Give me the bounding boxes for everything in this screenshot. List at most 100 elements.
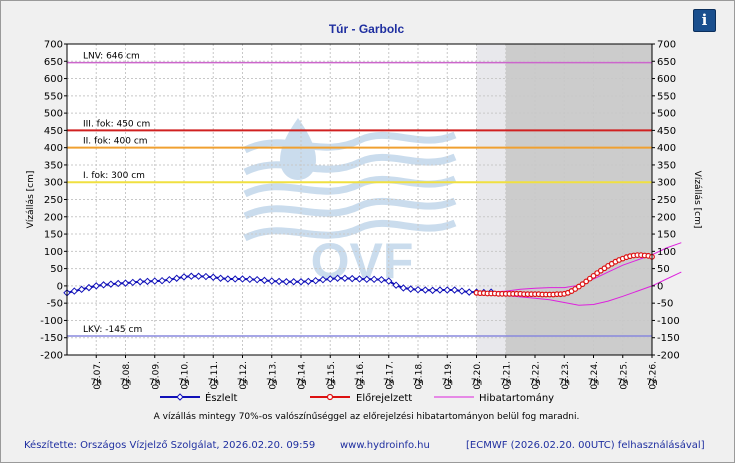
- y-tick-label-left: -200: [40, 351, 63, 362]
- y-tick-label-right: 600: [657, 74, 676, 85]
- y-tick-label-right: 200: [657, 212, 676, 223]
- observed-point: [392, 281, 400, 289]
- observed-point: [399, 284, 408, 292]
- observed-point: [443, 286, 451, 294]
- observed-point: [172, 274, 181, 282]
- x-tick-label: 02.10.: [181, 361, 191, 390]
- observed-point: [304, 277, 313, 286]
- y-tick-label-right: 500: [657, 109, 676, 120]
- observed-point: [92, 282, 100, 290]
- footer-model: [ECMWF (2026.02.20. 00UTC) felhasználásá…: [466, 440, 705, 451]
- y-tick-label-right: 700: [657, 40, 676, 51]
- observed-point: [99, 281, 108, 289]
- y-tick-label-right: 100: [657, 247, 676, 258]
- y-tick-label-right: -200: [657, 351, 680, 362]
- x-tick-label: 02.09.: [151, 361, 161, 390]
- x-tick-sublabel: 7h: [588, 378, 599, 388]
- y-tick-label-left: 150: [44, 230, 63, 241]
- observed-point: [129, 278, 137, 287]
- observed-point: [297, 278, 305, 286]
- footer-author: Készítette: Országos Vízjelző Szolgálat,…: [24, 440, 316, 451]
- x-tick-label: 02.21.: [502, 361, 512, 390]
- x-tick-sublabel: 7h: [383, 378, 394, 388]
- x-tick-sublabel: 7h: [354, 378, 365, 388]
- observed-point: [275, 277, 283, 286]
- x-tick-sublabel: 7h: [178, 378, 189, 388]
- watermark-text: OVF: [311, 233, 414, 289]
- y-tick-label-left: 250: [44, 195, 63, 206]
- legend-forecast-label: Előrejelzett: [356, 393, 413, 404]
- x-tick-label: 02.07.: [93, 361, 103, 390]
- y-tick-label-left: -150: [40, 333, 63, 344]
- y-tick-label-left: 100: [44, 247, 63, 258]
- observed-point: [465, 288, 473, 296]
- observed-point: [158, 276, 166, 285]
- y-tick-label-left: 0: [57, 281, 63, 292]
- y-tick-label-right: 50: [657, 264, 670, 275]
- observed-point: [85, 283, 93, 292]
- footer-website-link[interactable]: www.hydroinfo.hu: [340, 440, 430, 451]
- y-tick-label-right: 300: [657, 178, 676, 189]
- x-tick-sublabel: 7h: [500, 378, 511, 388]
- observed-point: [216, 274, 225, 282]
- observed-point: [121, 279, 130, 287]
- observed-point: [428, 286, 437, 295]
- y-tick-label-left: 50: [50, 264, 63, 275]
- info-button[interactable]: i: [693, 9, 716, 32]
- x-tick-label: 02.17.: [385, 361, 395, 390]
- reference-line-label: LNV: 646 cm: [83, 52, 140, 62]
- observed-point: [311, 276, 320, 285]
- x-tick-sublabel: 7h: [149, 378, 160, 388]
- observed-point: [77, 285, 86, 294]
- y-tick-label-left: -100: [40, 316, 63, 327]
- observed-point: [202, 272, 210, 281]
- y-tick-label-left: 650: [44, 57, 63, 68]
- reference-line-label: I. fok: 300 cm: [83, 171, 145, 181]
- observed-point: [385, 277, 393, 285]
- observed-point: [436, 286, 444, 294]
- y-tick-label-left: 550: [44, 91, 63, 102]
- observed-point: [194, 272, 203, 280]
- x-tick-sublabel: 7h: [471, 378, 482, 388]
- forecast-point: [579, 281, 586, 288]
- observed-point: [319, 275, 327, 284]
- x-tick-sublabel: 7h: [529, 378, 540, 388]
- y-tick-label-left: 350: [44, 160, 63, 171]
- x-tick-label: 02.23.: [561, 361, 571, 390]
- y-tick-label-right: 450: [657, 126, 676, 137]
- y-axis-title-left: Vízállás [cm]: [26, 171, 36, 229]
- observed-point: [333, 274, 342, 282]
- forecast-point: [583, 278, 590, 285]
- observed-point: [246, 275, 254, 284]
- y-tick-label-left: 500: [44, 109, 63, 120]
- observed-point: [355, 275, 364, 283]
- x-tick-label: 02.20.: [473, 361, 483, 390]
- observed-point: [180, 273, 188, 281]
- x-tick-sublabel: 7h: [325, 378, 336, 388]
- y-tick-label-left: 300: [44, 178, 63, 189]
- observed-point: [107, 280, 115, 288]
- observed-point: [450, 286, 459, 294]
- footer-note: A vízállás mintegy 70%-os valószínűségge…: [153, 412, 580, 422]
- observed-point: [231, 275, 239, 283]
- observed-point: [224, 275, 232, 283]
- observed-point: [377, 275, 386, 284]
- observed-point: [363, 275, 371, 284]
- watermark-wave: [243, 153, 457, 176]
- x-tick-label: 02.11.: [210, 361, 220, 390]
- chart-title: Túr - Garbolc: [328, 22, 405, 36]
- reference-line-label: II. fok: 400 cm: [83, 137, 148, 147]
- x-tick-sublabel: 7h: [120, 378, 131, 388]
- y-tick-label-right: 400: [657, 143, 676, 154]
- y-tick-label-right: 550: [657, 91, 676, 102]
- observed-point: [421, 286, 430, 294]
- y-tick-label-right: 350: [657, 160, 676, 171]
- watermark-wave: [243, 197, 457, 220]
- x-tick-label: 02.13.: [268, 361, 278, 390]
- forecast-point: [586, 275, 593, 282]
- x-tick-label: 02.16.: [356, 361, 366, 390]
- x-tick-label: 02.18.: [415, 361, 425, 390]
- observed-point: [370, 275, 378, 284]
- observed-point: [136, 278, 144, 286]
- observed-point: [70, 287, 79, 295]
